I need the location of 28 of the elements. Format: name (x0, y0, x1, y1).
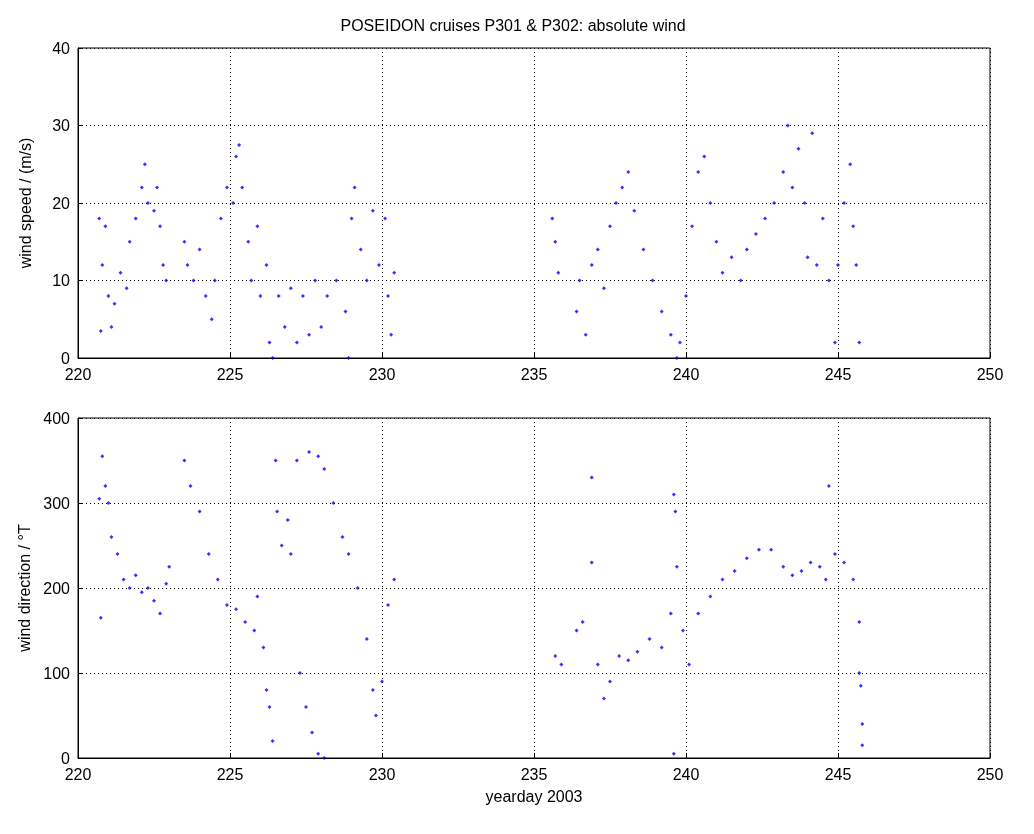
x-tick-label: 220 (64, 765, 92, 783)
y-tick-label: 100 (43, 664, 71, 682)
y-axis-title: wind direction / °T (15, 524, 33, 653)
chart-title: POSEIDON cruises P301 & P302: absolute wind (340, 16, 686, 34)
x-tick-label: 245 (824, 365, 852, 383)
x-tick-label: 250 (976, 765, 1004, 783)
x-tick-label: 240 (672, 765, 700, 783)
x-tick-label: 230 (368, 765, 396, 783)
x-tick-label: 250 (976, 365, 1004, 383)
y-tick-label: 20 (52, 194, 71, 212)
y-tick-label: 0 (61, 749, 71, 767)
x-tick-label: 245 (824, 765, 852, 783)
y-tick-label: 200 (43, 579, 71, 597)
y-tick-label: 300 (43, 494, 71, 512)
y-axis-title: wind speed / (m/s) (16, 137, 34, 270)
x-tick-label: 235 (520, 365, 548, 383)
y-tick-label: 400 (43, 409, 71, 427)
x-tick-label: 220 (64, 365, 92, 383)
y-tick-label: 40 (52, 39, 71, 57)
y-tick-label: 30 (52, 117, 71, 134)
x-tick-label: 225 (216, 365, 244, 383)
y-tick-label: 0 (61, 349, 71, 367)
x-tick-label: 230 (368, 365, 396, 383)
x-tick-label: 225 (216, 765, 244, 783)
x-tick-label: 235 (520, 765, 548, 783)
y-tick-label: 10 (52, 272, 71, 289)
x-axis-title: yearday 2003 (485, 787, 583, 805)
x-tick-label: 240 (672, 365, 700, 383)
